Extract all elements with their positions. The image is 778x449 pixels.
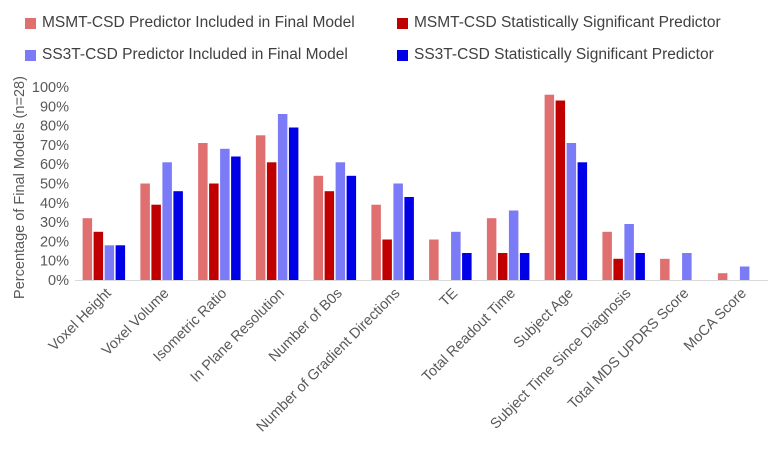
bar — [82, 218, 93, 280]
bar — [544, 94, 555, 280]
bar — [313, 175, 324, 280]
y-tick-label: 60% — [40, 157, 69, 173]
bar — [382, 239, 392, 280]
bar — [93, 231, 104, 281]
bar — [231, 156, 241, 280]
bar — [462, 253, 472, 280]
legend-item-msmt-significant: MSMT-CSD Statistically Significant Predi… — [397, 14, 721, 32]
y-tick-label: 50% — [40, 177, 69, 193]
bar — [602, 231, 612, 281]
bar — [739, 266, 750, 280]
bar — [555, 100, 566, 280]
legend-swatch — [397, 49, 408, 61]
y-tick-label: 40% — [40, 196, 69, 212]
bar — [566, 143, 577, 280]
bar — [288, 127, 299, 280]
bar — [209, 183, 219, 280]
bar — [624, 224, 634, 280]
bar — [335, 162, 346, 280]
bar — [162, 162, 172, 280]
bar — [429, 239, 439, 280]
y-tick-label: 20% — [40, 234, 69, 250]
x-tick-label: MoCA Score — [681, 286, 750, 355]
bar — [635, 253, 645, 280]
y-tick-label: 0% — [48, 273, 69, 289]
bar — [451, 231, 461, 281]
y-tick-label: 10% — [40, 254, 69, 270]
bar — [324, 191, 335, 280]
bar — [266, 162, 277, 280]
x-tick-label: Total Readout Time — [419, 286, 519, 386]
bar — [613, 258, 623, 280]
bar — [508, 210, 519, 280]
bar — [497, 253, 508, 280]
legend-item-ss3t-included: SS3T-CSD Predictor Included in Final Mod… — [25, 46, 348, 64]
legend-item-ss3t-significant: SS3T-CSD Statistically Significant Predi… — [397, 46, 714, 64]
bar — [255, 135, 266, 281]
legend-swatch — [25, 17, 36, 29]
bar — [198, 143, 208, 280]
bar — [173, 191, 183, 280]
bar — [346, 175, 357, 280]
bar — [104, 245, 115, 280]
legend-label: SS3T-CSD Statistically Significant Predi… — [414, 46, 714, 63]
legend-label: MSMT-CSD Statistically Significant Predi… — [414, 14, 721, 31]
x-tick-label: Total MDS UPDRS Score — [565, 286, 692, 413]
bar — [220, 148, 230, 280]
y-axis-title: Percentage of Final Models (n=28) — [12, 76, 28, 299]
bar — [115, 245, 126, 280]
bar — [404, 197, 414, 280]
legend-label: MSMT-CSD Predictor Included in Final Mod… — [42, 14, 355, 31]
bar — [682, 253, 692, 280]
legend: MSMT-CSD Predictor Included in Final Mod… — [0, 0, 778, 70]
y-tick-label: 80% — [40, 119, 69, 135]
bar — [660, 258, 670, 280]
y-tick-label: 30% — [40, 215, 69, 231]
bar — [393, 183, 403, 280]
bar — [486, 218, 497, 280]
y-tick-label: 100% — [32, 80, 69, 96]
legend-label: SS3T-CSD Predictor Included in Final Mod… — [42, 46, 348, 63]
y-tick-label: 70% — [40, 138, 69, 154]
bar — [140, 183, 150, 280]
bar — [577, 162, 588, 280]
legend-item-msmt-included: MSMT-CSD Predictor Included in Final Mod… — [25, 14, 355, 32]
bar — [277, 114, 288, 280]
legend-swatch — [25, 49, 36, 61]
bar — [519, 253, 530, 280]
y-tick-label: 90% — [40, 99, 69, 115]
bar — [371, 204, 381, 280]
bar — [717, 273, 728, 280]
bar — [151, 204, 161, 280]
x-tick-label: TE — [437, 285, 462, 310]
legend-swatch — [397, 17, 408, 29]
